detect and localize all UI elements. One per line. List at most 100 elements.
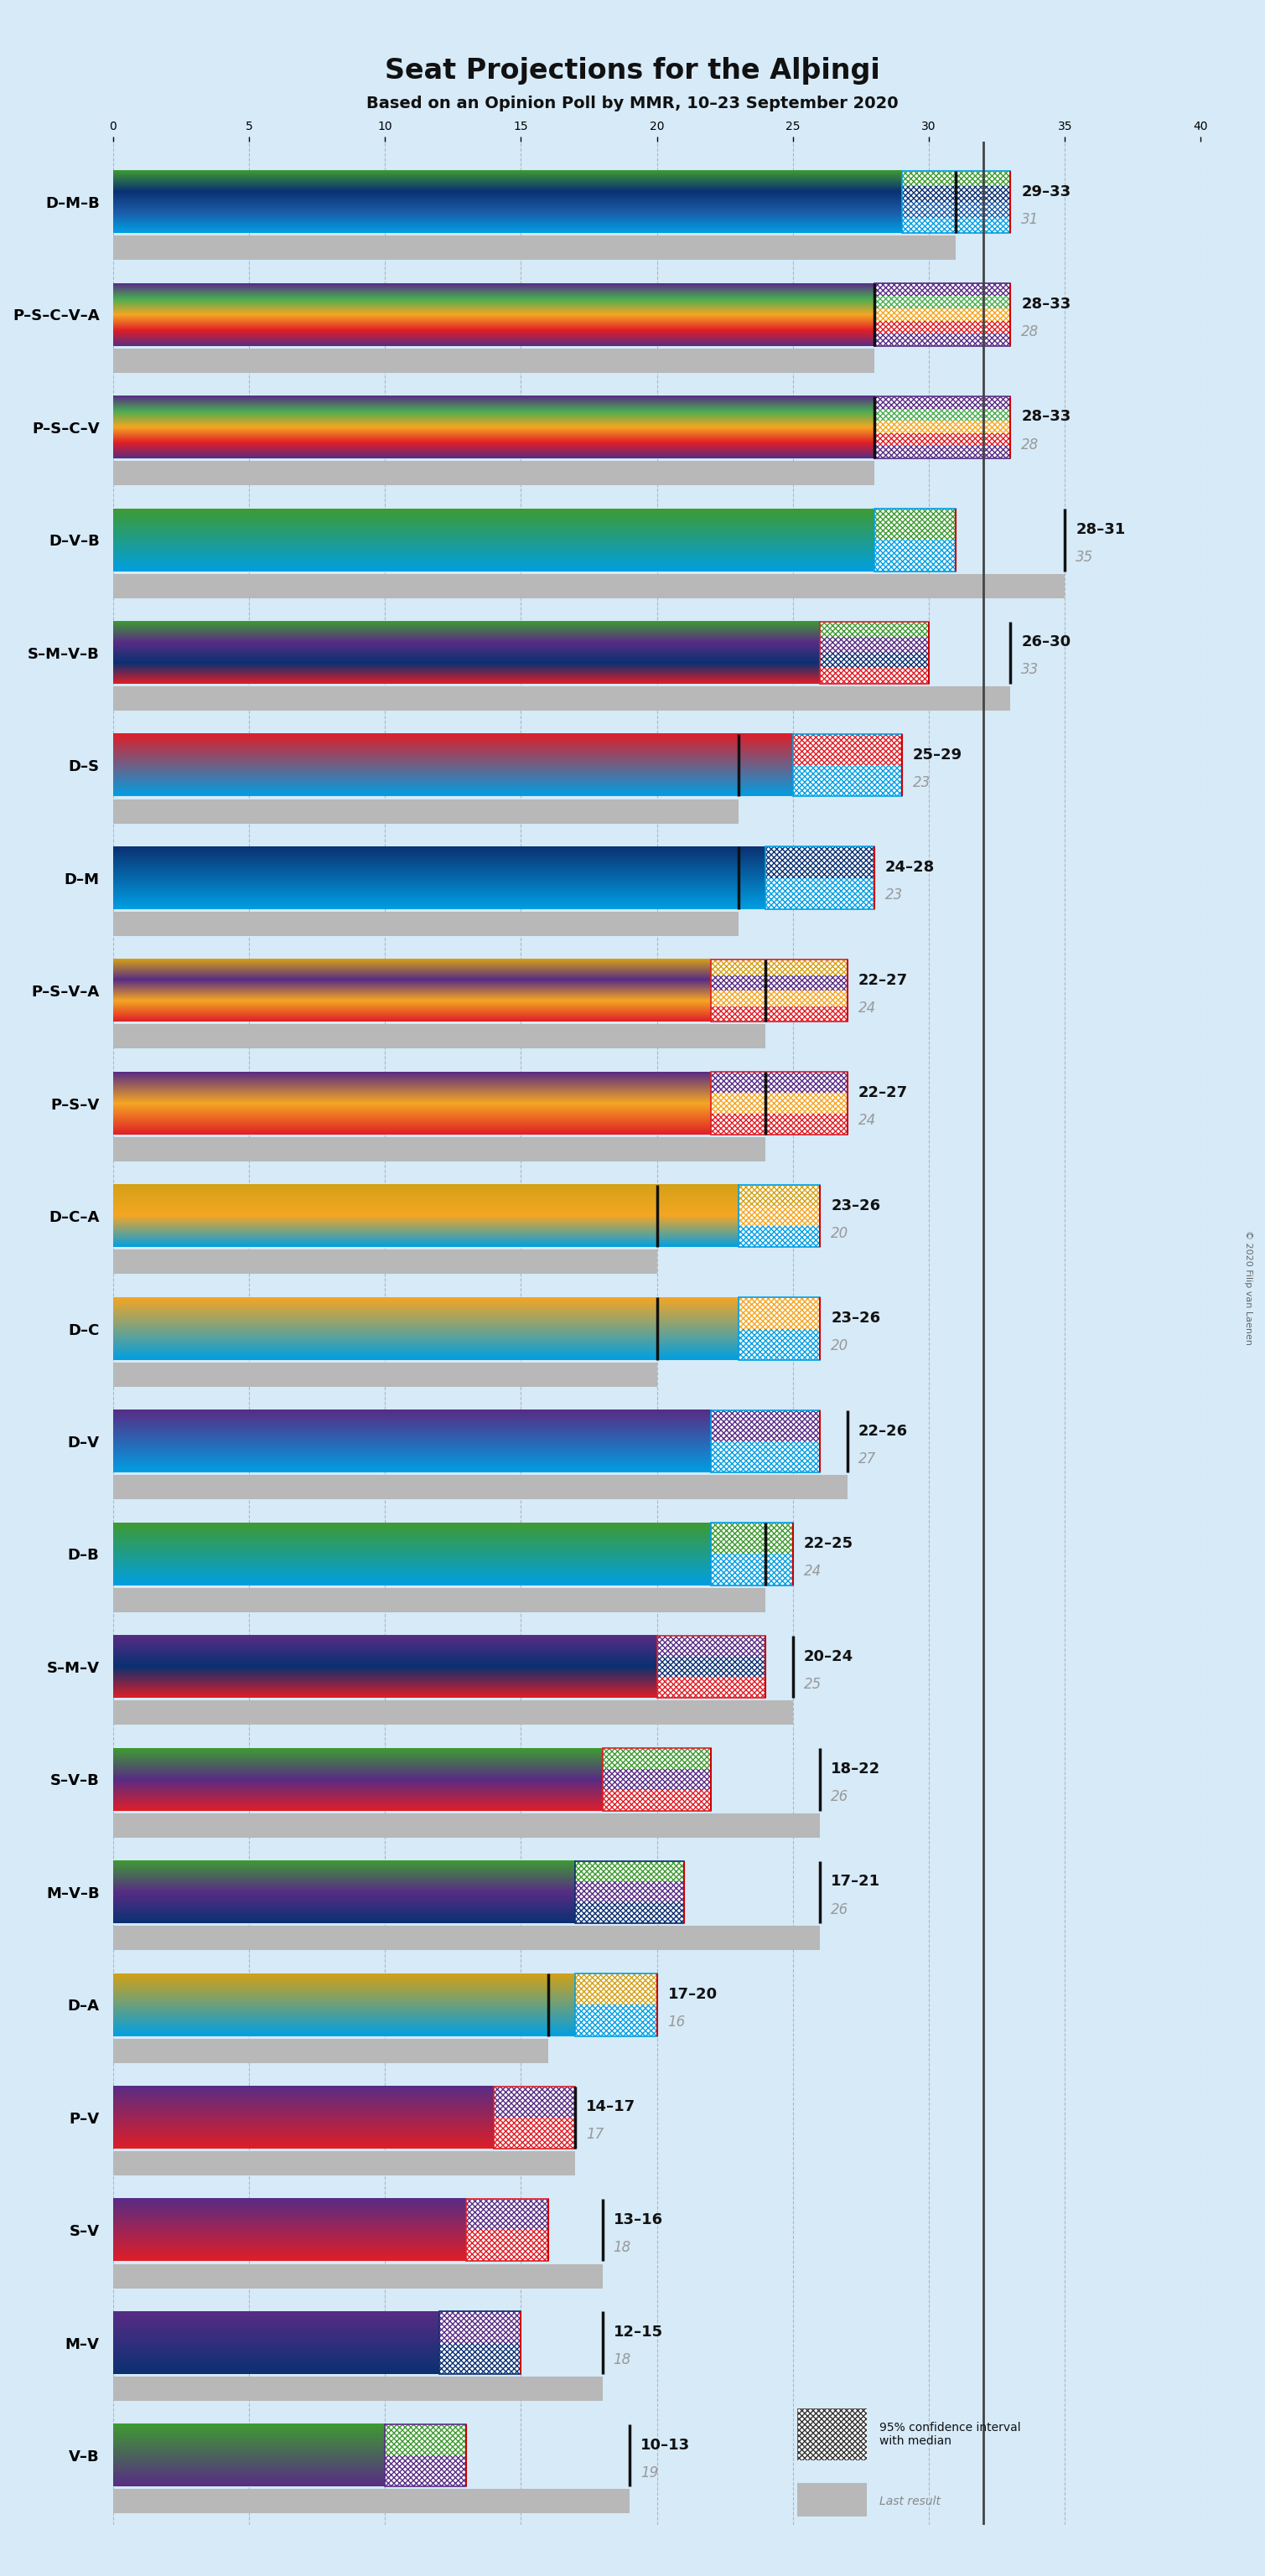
Text: 23: 23 <box>886 889 903 902</box>
Bar <box>820 621 929 636</box>
Text: 28: 28 <box>1021 438 1039 453</box>
Bar <box>711 1113 848 1133</box>
Bar <box>739 1185 820 1247</box>
Bar <box>793 734 902 765</box>
Text: 29–33: 29–33 <box>1021 183 1071 198</box>
Bar <box>602 1770 711 1790</box>
Bar <box>874 433 1011 446</box>
Text: 22–26: 22–26 <box>858 1425 908 1437</box>
Bar <box>711 992 848 1007</box>
Bar <box>793 734 902 765</box>
Bar <box>765 848 874 909</box>
Text: 28–31: 28–31 <box>1075 523 1126 536</box>
Bar <box>113 348 874 374</box>
Bar <box>874 322 1011 332</box>
Text: 26: 26 <box>831 1790 849 1803</box>
Bar <box>113 1587 765 1613</box>
Text: 22–27: 22–27 <box>858 1084 908 1100</box>
Text: 28: 28 <box>1021 325 1039 340</box>
Bar <box>874 296 1011 309</box>
Bar <box>820 636 929 652</box>
Bar <box>113 2264 602 2287</box>
Text: 13–16: 13–16 <box>614 2213 663 2228</box>
Text: 31: 31 <box>1021 211 1039 227</box>
Text: 24–28: 24–28 <box>886 860 935 876</box>
Bar <box>874 283 1011 296</box>
Bar <box>874 397 1011 410</box>
Bar <box>493 2087 576 2117</box>
Bar <box>874 541 956 572</box>
Bar <box>711 1092 848 1113</box>
Text: 25: 25 <box>803 1677 821 1692</box>
Bar <box>874 332 1011 345</box>
Bar <box>711 958 848 976</box>
Bar <box>711 976 848 992</box>
Bar <box>467 2200 548 2262</box>
Bar <box>739 1329 820 1360</box>
Bar <box>113 799 739 824</box>
Bar <box>385 2455 467 2486</box>
Bar <box>657 1636 765 1656</box>
Text: 17–21: 17–21 <box>831 1875 880 1888</box>
Bar <box>493 2087 576 2117</box>
Bar <box>820 667 929 683</box>
Text: 12–15: 12–15 <box>614 2324 663 2339</box>
Bar <box>711 1409 820 1443</box>
Bar <box>902 216 1011 232</box>
Bar <box>874 507 956 541</box>
Bar <box>874 507 956 541</box>
Bar <box>493 2087 576 2148</box>
Bar <box>576 1880 684 1904</box>
Bar <box>602 1749 711 1770</box>
Bar <box>711 1092 848 1113</box>
Bar <box>874 433 1011 446</box>
Bar <box>874 420 1011 433</box>
Bar <box>657 1636 765 1698</box>
Bar <box>467 2231 548 2262</box>
Bar <box>739 1298 820 1360</box>
Bar <box>711 1072 848 1092</box>
Bar <box>711 976 848 992</box>
Bar <box>739 1226 820 1247</box>
Bar <box>739 1226 820 1247</box>
Bar <box>739 1206 820 1226</box>
Text: 27: 27 <box>858 1450 875 1466</box>
Bar <box>902 216 1011 232</box>
Text: 33: 33 <box>1021 662 1039 677</box>
Bar <box>602 1790 711 1811</box>
Text: Last result: Last result <box>879 2496 940 2506</box>
Bar <box>113 1476 848 1499</box>
Bar <box>711 1553 793 1584</box>
Bar <box>874 507 956 572</box>
Bar <box>820 652 929 667</box>
Bar <box>602 1770 711 1790</box>
Bar <box>902 185 1011 201</box>
Text: 95% confidence interval
with median: 95% confidence interval with median <box>879 2421 1021 2447</box>
Text: 20: 20 <box>831 1340 849 1352</box>
Bar <box>113 234 956 260</box>
Bar <box>820 636 929 652</box>
Text: 24: 24 <box>858 1113 875 1128</box>
Text: 20: 20 <box>831 1226 849 1242</box>
Bar <box>902 201 1011 216</box>
Bar <box>576 1973 657 2004</box>
Bar <box>739 1298 820 1329</box>
Bar <box>113 1700 793 1726</box>
Bar <box>874 309 1011 322</box>
Bar <box>711 1072 848 1092</box>
Bar <box>765 848 874 878</box>
Bar <box>657 1656 765 1677</box>
Text: 17: 17 <box>586 2128 603 2143</box>
Bar <box>113 1025 765 1048</box>
Bar <box>711 1113 848 1133</box>
Bar <box>711 1522 793 1553</box>
Bar <box>874 283 1011 345</box>
Bar <box>902 170 1011 185</box>
Bar <box>493 2117 576 2148</box>
Bar <box>113 2038 548 2063</box>
Bar <box>874 410 1011 420</box>
Bar <box>576 1973 657 2035</box>
Bar <box>765 848 874 878</box>
Bar <box>874 397 1011 410</box>
Bar <box>711 1072 848 1133</box>
